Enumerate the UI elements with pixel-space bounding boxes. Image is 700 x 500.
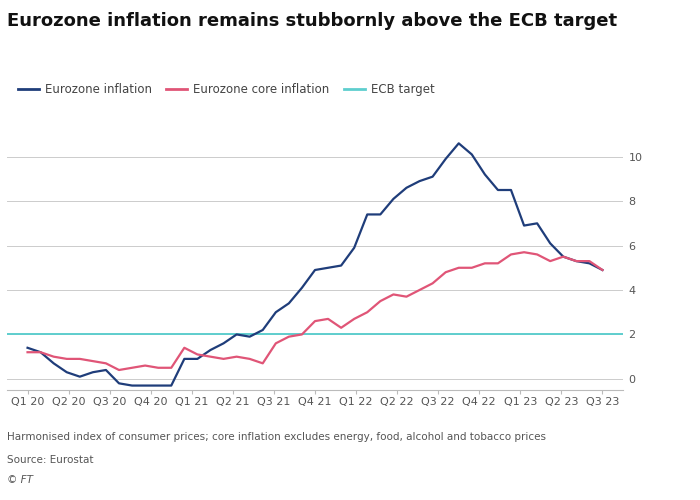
Text: Harmonised index of consumer prices; core inflation excludes energy, food, alcoh: Harmonised index of consumer prices; cor…	[7, 432, 546, 442]
Text: Source: Eurostat: Source: Eurostat	[7, 455, 94, 465]
Text: © FT: © FT	[7, 475, 33, 485]
Legend: Eurozone inflation, Eurozone core inflation, ECB target: Eurozone inflation, Eurozone core inflat…	[13, 78, 439, 101]
Text: Eurozone inflation remains stubbornly above the ECB target: Eurozone inflation remains stubbornly ab…	[7, 12, 617, 30]
